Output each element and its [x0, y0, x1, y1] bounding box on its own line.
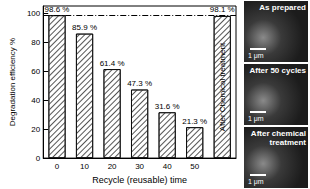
svg-text:98.1 %: 98.1 %	[210, 5, 235, 14]
svg-text:Degradation efficiency %: Degradation efficiency %	[8, 38, 17, 126]
svg-text:80: 80	[31, 38, 40, 47]
svg-text:100: 100	[27, 9, 41, 18]
html-text:1 μm: 1 μm	[248, 178, 264, 185]
svg-text:31.6 %: 31.6 %	[155, 102, 180, 111]
svg-text:61.4 %: 61.4 %	[100, 59, 125, 68]
svg-text:40: 40	[31, 96, 40, 105]
svg-text:60: 60	[31, 67, 40, 76]
svg-text:20: 20	[31, 125, 40, 134]
svg-text:47.3 %: 47.3 %	[127, 79, 152, 88]
html-text:After chemical treatment: After chemical treatment	[250, 129, 306, 147]
svg-text:50: 50	[190, 162, 199, 171]
html-text:After 50 cycles: After 50 cycles	[249, 66, 306, 75]
svg-text:30: 30	[135, 162, 144, 171]
svg-text:21.3 %: 21.3 %	[182, 117, 207, 126]
svg-text:10: 10	[80, 162, 89, 171]
svg-text:98.6 %: 98.6 %	[45, 5, 70, 14]
svg-text:Recycle (reusable) time: Recycle (reusable) time	[92, 175, 187, 185]
svg-text:85.9 %: 85.9 %	[72, 23, 97, 32]
svg-text:20: 20	[108, 162, 117, 171]
svg-text:40: 40	[163, 162, 172, 171]
svg-text:0: 0	[36, 154, 41, 163]
html-text:As prepared: As prepared	[259, 3, 306, 12]
html-text:1 μm: 1 μm	[248, 115, 264, 122]
html-text:1 μm: 1 μm	[248, 52, 264, 59]
svg-text:0: 0	[55, 162, 60, 171]
svg-text:After Chemical treatment: After Chemical treatment	[218, 42, 227, 131]
